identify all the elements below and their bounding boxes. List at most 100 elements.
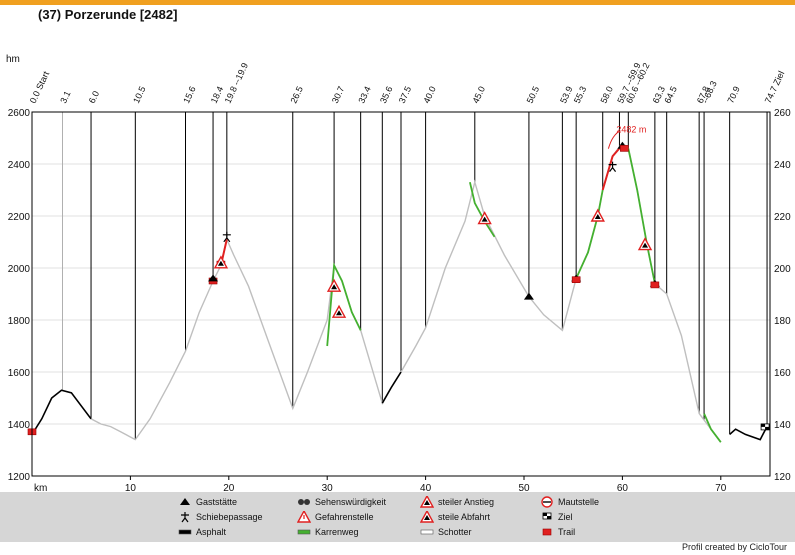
- trail-shape: [620, 145, 629, 152]
- warning-fill: [331, 284, 338, 290]
- warning-fill: [217, 260, 224, 266]
- surface-swatch: [420, 529, 434, 535]
- warning-fill: [642, 242, 649, 248]
- trail-marker: [571, 276, 581, 284]
- descent-marker: [637, 237, 653, 251]
- chart-title: (37) Porzerunde [2482]: [38, 7, 178, 22]
- km-mark-label: 40.0: [421, 85, 437, 105]
- warning-fill: [481, 216, 488, 222]
- legend-panel: Gaststätte Schiebepassage Asphalt Sehenswür…: [0, 492, 795, 542]
- flag-check: [761, 423, 766, 427]
- push-figure: [181, 512, 189, 523]
- y-tick-label: 1200: [8, 472, 31, 483]
- profile-cart-segment: [703, 413, 722, 443]
- km-mark-label: 3.1: [58, 89, 72, 105]
- warning-fill: [336, 310, 343, 316]
- trail-marker: [542, 528, 552, 536]
- y-tick-label-right: 120: [774, 472, 791, 483]
- sight-marker: [298, 499, 310, 505]
- steep-marker: [590, 208, 605, 222]
- y-tick-label: 2200: [8, 212, 31, 223]
- legend-label: Sehenswürdigkeit: [315, 497, 387, 507]
- km-mark-label: 10.5: [131, 85, 147, 105]
- y-tick-label: 2000: [8, 264, 31, 275]
- legend-item-sight: Sehenswürdigkeit: [297, 496, 386, 508]
- km-mark-label: 26.5: [289, 85, 305, 105]
- x-axis-label: km: [34, 483, 47, 492]
- legend-label: Schiebepassage: [196, 512, 263, 522]
- warning-fill: [424, 515, 430, 520]
- trail-marker: [650, 281, 660, 289]
- trail-icon: [542, 528, 552, 536]
- cart-marker: [297, 529, 311, 535]
- km-mark-label: 35.6: [378, 85, 394, 105]
- km-mark-label: 53.9: [558, 85, 574, 105]
- x-tick-label: 50: [518, 483, 530, 492]
- trail-shape: [650, 281, 660, 289]
- km-mark-label: 64.5: [662, 85, 678, 105]
- summit-leader: [607, 130, 621, 149]
- push-icon: [181, 512, 189, 523]
- descent-marker: [420, 511, 434, 523]
- finish-marker: [542, 512, 552, 520]
- trail-shape: [571, 276, 581, 284]
- profile-asphalt-start: [31, 389, 92, 435]
- danger-icon: [297, 511, 311, 523]
- km-mark-labels: 0.0 Start 3.1 6.0 10.5 15.6 18.419.8 --19.9 26…: [28, 61, 787, 105]
- y-tick-label: 1600: [8, 368, 31, 379]
- legend-item-trail: Trail: [540, 526, 575, 538]
- flag-check: [765, 426, 770, 430]
- rest-marker: [523, 292, 534, 300]
- km-mark-label: 30.7: [330, 85, 346, 105]
- warning-fill: [424, 500, 430, 505]
- rest-icon: [180, 498, 190, 505]
- profile-cart-segment: [326, 262, 362, 347]
- x-tick-label: 30: [322, 483, 334, 492]
- legend-item-push: Schiebepassage: [178, 511, 263, 523]
- credit-text: Profil created by CicloTour: [681, 542, 787, 552]
- legend-item-finish: Ziel: [540, 511, 573, 523]
- legend-item-toll: Mautstelle: [540, 496, 599, 508]
- km-mark-label: 0.0 Start: [28, 69, 52, 105]
- km-mark-label: 33.4: [356, 85, 372, 105]
- profile-lines: [31, 141, 768, 443]
- rest-marker: [208, 274, 219, 282]
- push-figure: [608, 161, 617, 172]
- rest-marker: [180, 498, 190, 505]
- km-mark-label: 6.0: [87, 89, 101, 105]
- rest-shape: [208, 274, 219, 282]
- x-tick-label: 10: [125, 483, 137, 492]
- top-accent-band: [0, 0, 795, 5]
- legend-label: Mautstelle: [558, 497, 600, 507]
- push-marker: [222, 231, 231, 243]
- steep-marker: [477, 211, 492, 225]
- surface-swatch: [178, 529, 192, 535]
- legend-item-rest: Gaststätte: [178, 496, 237, 508]
- steep-marker: [326, 278, 342, 292]
- y-tick-label: 1800: [8, 316, 31, 327]
- steep-icon: [420, 496, 434, 508]
- km-mark-label: 45.0: [471, 85, 487, 105]
- binocular-left: [298, 499, 304, 505]
- legend-item-steep: steiler Anstieg: [420, 496, 494, 508]
- binocular-right: [304, 499, 310, 505]
- legend-label: Schotter: [438, 527, 472, 537]
- legend-label: Karrenweg: [315, 527, 359, 537]
- profile-asphalt-end: [729, 426, 768, 441]
- y-tick-label-right: 200: [774, 264, 791, 275]
- legend-item-danger: Gefahrenstelle: [297, 511, 374, 523]
- steep-marker: [213, 255, 229, 269]
- toll-marker: [541, 496, 553, 508]
- legend-label: Asphalt: [196, 527, 227, 537]
- summit-label: 2482 m: [616, 125, 646, 135]
- y-tick-label: 2400: [8, 160, 31, 171]
- warning-fill: [594, 214, 601, 219]
- km-mark-label: 58.0: [598, 85, 614, 105]
- trail-shape: [542, 528, 552, 536]
- km-mark-label: 37.5: [397, 85, 413, 105]
- finish-marker: [760, 423, 770, 431]
- km-mark-label: 70.9: [725, 85, 741, 105]
- flag-check: [547, 516, 551, 519]
- km-mark-label: 55.3: [572, 85, 588, 105]
